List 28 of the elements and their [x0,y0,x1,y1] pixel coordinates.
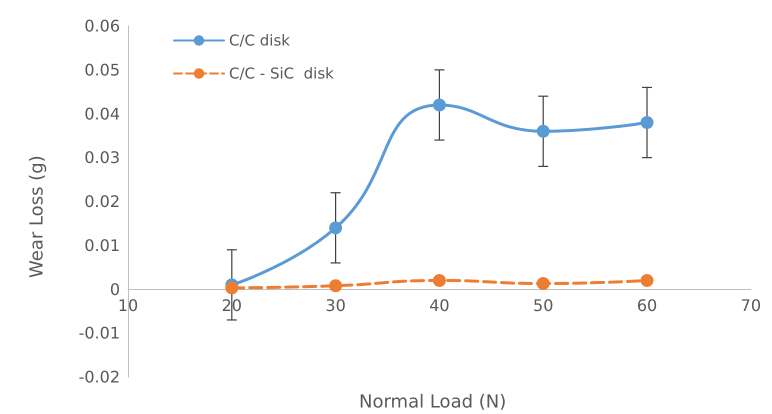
x-tick-label: 30 [325,296,346,315]
x-axis-title: Normal Load (N) [359,392,506,412]
y-axis-title: Wear Loss (g) [26,155,48,278]
point [432,98,446,112]
y-tick-label: 0.02 [84,192,120,211]
point [536,277,550,290]
y-tick-label: 0.05 [84,60,120,80]
y-tick-label: 0.03 [84,148,120,168]
x-tick-label: 70 [740,296,761,315]
legend-label: C/C - SiC disk [229,64,334,82]
y-tick-label: 0.04 [84,104,120,124]
legend-label: C/C disk [229,32,290,50]
x-tick-label: 40 [429,296,450,315]
point [329,279,342,292]
point [640,274,654,287]
y-tick-label: 0 [110,280,120,299]
y-tick-label: -0.01 [78,324,120,343]
point [640,116,654,130]
point [432,274,446,287]
y-tick-label: 0.01 [84,236,120,255]
point [225,281,238,294]
y-tick-label: 0.06 [84,16,120,36]
x-tick-label: 60 [636,296,658,315]
point [536,124,550,138]
point [329,221,342,234]
y-tick-label: -0.02 [78,368,120,386]
x-tick-label: 10 [118,296,138,315]
x-tick-label: 50 [533,296,554,315]
